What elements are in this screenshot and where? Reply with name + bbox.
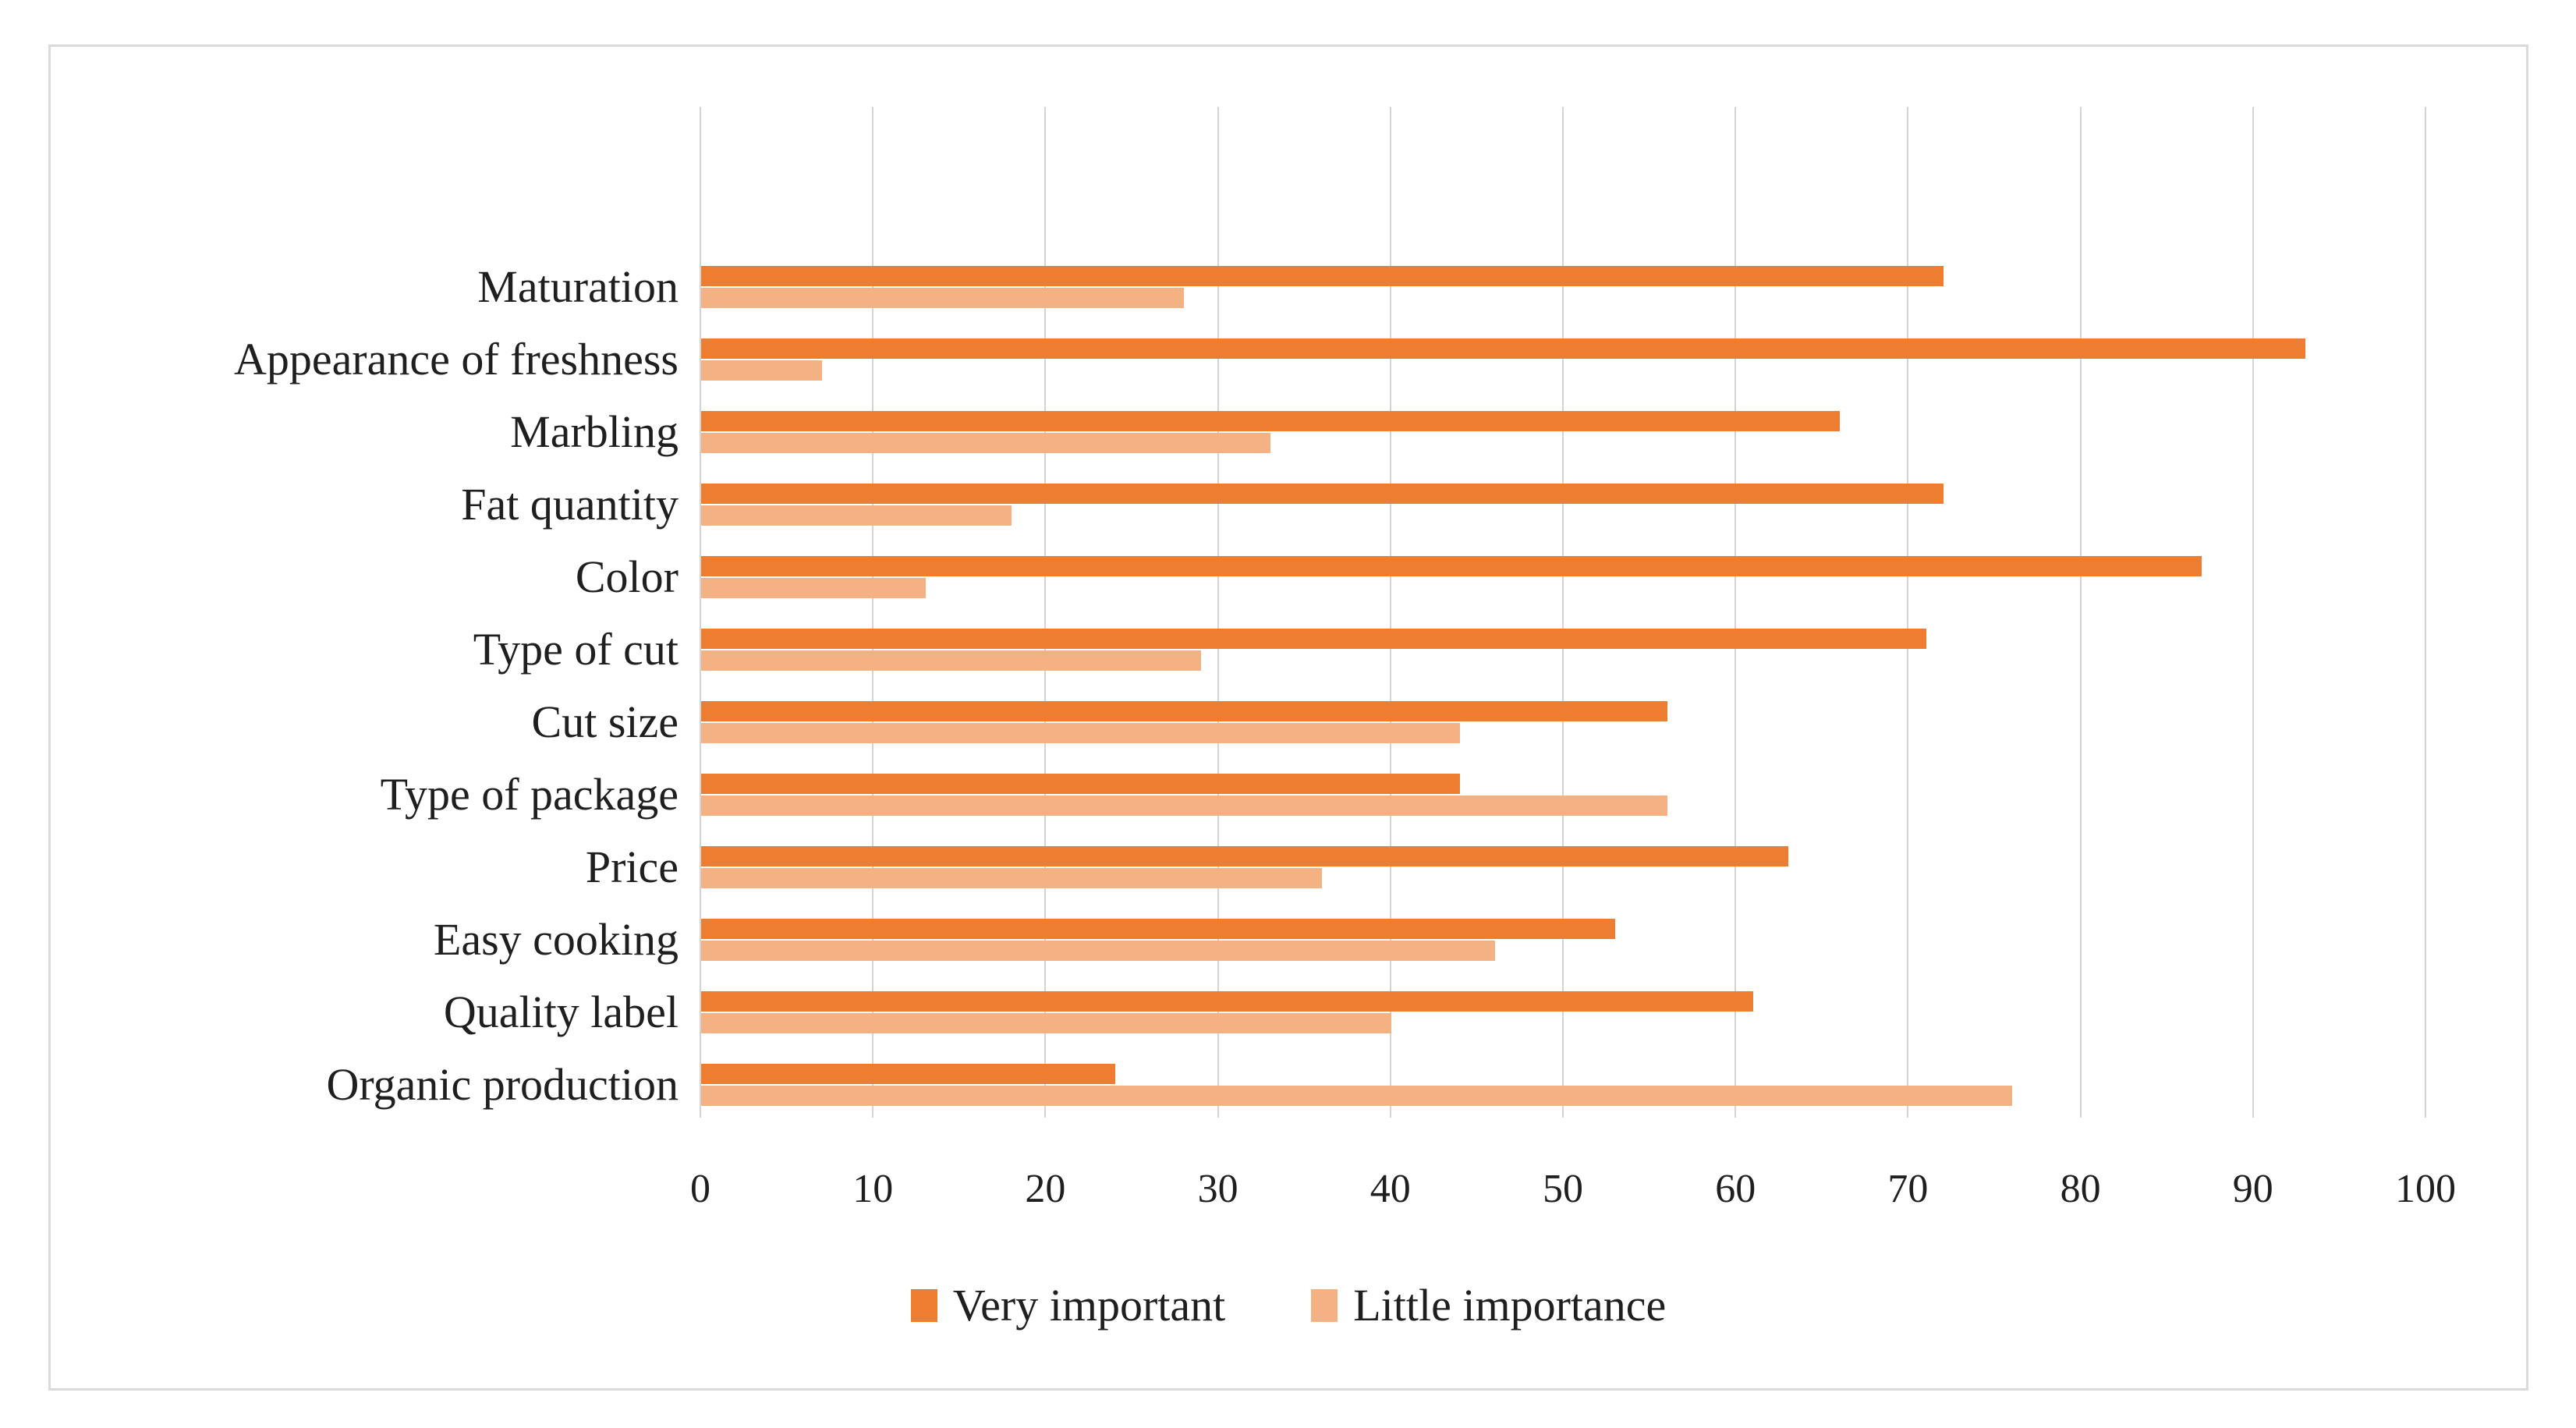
- bar-very-important: [701, 846, 1788, 866]
- bar-very-important: [701, 774, 1460, 794]
- category-label: Color: [575, 551, 679, 602]
- bar-little-importance: [701, 505, 1012, 526]
- bar-very-important: [701, 266, 1944, 286]
- bar-very-important: [701, 411, 1840, 431]
- bar-little-importance: [701, 433, 1270, 453]
- bar-little-importance: [701, 360, 822, 381]
- x-tick-label-20: 20: [1025, 1167, 1066, 1211]
- gridline-30: [1217, 107, 1219, 1118]
- category-label: Appearance of freshness: [233, 334, 679, 384]
- category-label: Type of package: [380, 769, 679, 820]
- bar-very-important: [701, 338, 2305, 359]
- bar-very-important: [701, 701, 1667, 721]
- x-tick-label-60: 60: [1715, 1167, 1756, 1211]
- x-tick-label-10: 10: [852, 1167, 894, 1211]
- category-label: Cut size: [531, 696, 679, 747]
- gridline-0: [700, 107, 701, 1118]
- x-tick-label-100: 100: [2395, 1167, 2456, 1211]
- bar-little-importance: [701, 1013, 1391, 1033]
- bar-little-importance: [701, 650, 1201, 671]
- gridline-50: [1562, 107, 1564, 1118]
- bar-very-important: [701, 484, 1944, 504]
- category-label: Easy cooking: [433, 914, 679, 965]
- legend-item-little-importance: Little importance: [1311, 1279, 1666, 1331]
- bar-little-importance: [701, 723, 1460, 743]
- category-label: Fat quantity: [461, 479, 679, 530]
- gridline-90: [2252, 107, 2254, 1118]
- gridline-60: [1734, 107, 1737, 1118]
- bar-little-importance: [701, 868, 1322, 888]
- legend-swatch-little-importance: [1311, 1288, 1338, 1322]
- category-label: Type of cut: [473, 624, 679, 675]
- legend-label-little-importance: Little importance: [1353, 1280, 1667, 1331]
- gridline-80: [2079, 107, 2082, 1118]
- chart-legend: Very important Little importance: [48, 1279, 2528, 1331]
- legend-swatch-very-important: [910, 1288, 937, 1322]
- bar-little-importance: [701, 578, 926, 598]
- bar-little-importance: [701, 1086, 2012, 1106]
- bar-very-important: [701, 556, 2202, 576]
- x-tick-label-80: 80: [2060, 1167, 2101, 1211]
- bar-very-important: [701, 629, 1926, 649]
- bar-little-importance: [701, 941, 1495, 961]
- gridline-20: [1044, 107, 1047, 1118]
- x-tick-label-90: 90: [2232, 1167, 2273, 1211]
- gridline-40: [1389, 107, 1391, 1118]
- bar-very-important: [701, 919, 1615, 939]
- legend-label-very-important: Very important: [952, 1280, 1226, 1331]
- bar-very-important: [701, 1064, 1115, 1084]
- x-tick-label-40: 40: [1369, 1167, 1411, 1211]
- category-label: Price: [585, 842, 679, 892]
- bar-very-important: [701, 991, 1753, 1012]
- x-tick-label-30: 30: [1197, 1167, 1238, 1211]
- bar-little-importance: [701, 795, 1667, 816]
- category-label: Maturation: [477, 261, 679, 312]
- legend-item-very-important: Very important: [910, 1279, 1226, 1331]
- category-label: Marbling: [510, 406, 679, 457]
- x-tick-label-70: 70: [1887, 1167, 1929, 1211]
- x-tick-label-0: 0: [690, 1167, 710, 1211]
- category-label: Quality label: [443, 987, 679, 1037]
- gridline-10: [872, 107, 874, 1118]
- category-label: Organic production: [326, 1059, 679, 1110]
- gridline-70: [1907, 107, 1909, 1118]
- gridline-100: [2425, 107, 2426, 1118]
- bar-little-importance: [701, 288, 1184, 308]
- x-tick-label-50: 50: [1543, 1167, 1583, 1211]
